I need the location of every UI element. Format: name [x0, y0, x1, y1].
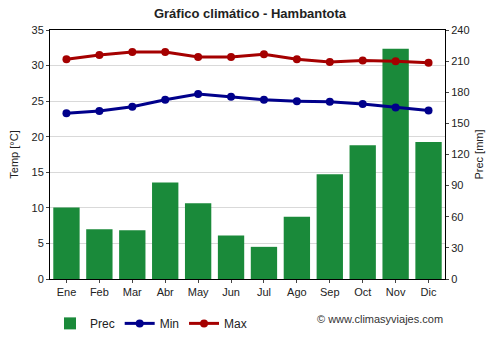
svg-text:Ago: Ago	[287, 286, 307, 298]
svg-text:90: 90	[451, 179, 463, 191]
svg-text:Temp [°C]: Temp [°C]	[8, 130, 20, 178]
svg-text:Jun: Jun	[222, 286, 240, 298]
svg-text:210: 210	[451, 55, 469, 67]
svg-text:Ene: Ene	[57, 286, 77, 298]
svg-text:35: 35	[32, 24, 44, 36]
svg-text:150: 150	[451, 117, 469, 129]
svg-text:Jul: Jul	[257, 286, 271, 298]
svg-text:20: 20	[32, 131, 44, 143]
svg-text:240: 240	[451, 24, 469, 36]
svg-text:15: 15	[32, 166, 44, 178]
svg-text:Min: Min	[160, 317, 179, 331]
svg-text:Prec: Prec	[90, 317, 115, 331]
svg-text:Sep: Sep	[320, 286, 340, 298]
svg-text:Prec [mm]: Prec [mm]	[473, 129, 485, 179]
svg-text:Dic: Dic	[421, 286, 437, 298]
svg-text:Max: Max	[224, 317, 247, 331]
svg-text:May: May	[188, 286, 209, 298]
svg-text:180: 180	[451, 86, 469, 98]
svg-text:Feb: Feb	[90, 286, 109, 298]
svg-text:Mar: Mar	[123, 286, 142, 298]
svg-text:30: 30	[32, 59, 44, 71]
svg-text:60: 60	[451, 211, 463, 223]
svg-text:0: 0	[38, 273, 44, 285]
svg-text:120: 120	[451, 148, 469, 160]
svg-text:5: 5	[38, 237, 44, 249]
svg-text:Oct: Oct	[354, 286, 371, 298]
svg-text:25: 25	[32, 95, 44, 107]
svg-text:© www.climasyviajes.com: © www.climasyviajes.com	[317, 313, 443, 325]
svg-text:Nov: Nov	[386, 286, 406, 298]
svg-text:10: 10	[32, 202, 44, 214]
svg-text:Gráfico climático - Hambantota: Gráfico climático - Hambantota	[154, 6, 347, 21]
svg-text:Abr: Abr	[157, 286, 174, 298]
svg-text:0: 0	[451, 273, 457, 285]
svg-text:30: 30	[451, 242, 463, 254]
